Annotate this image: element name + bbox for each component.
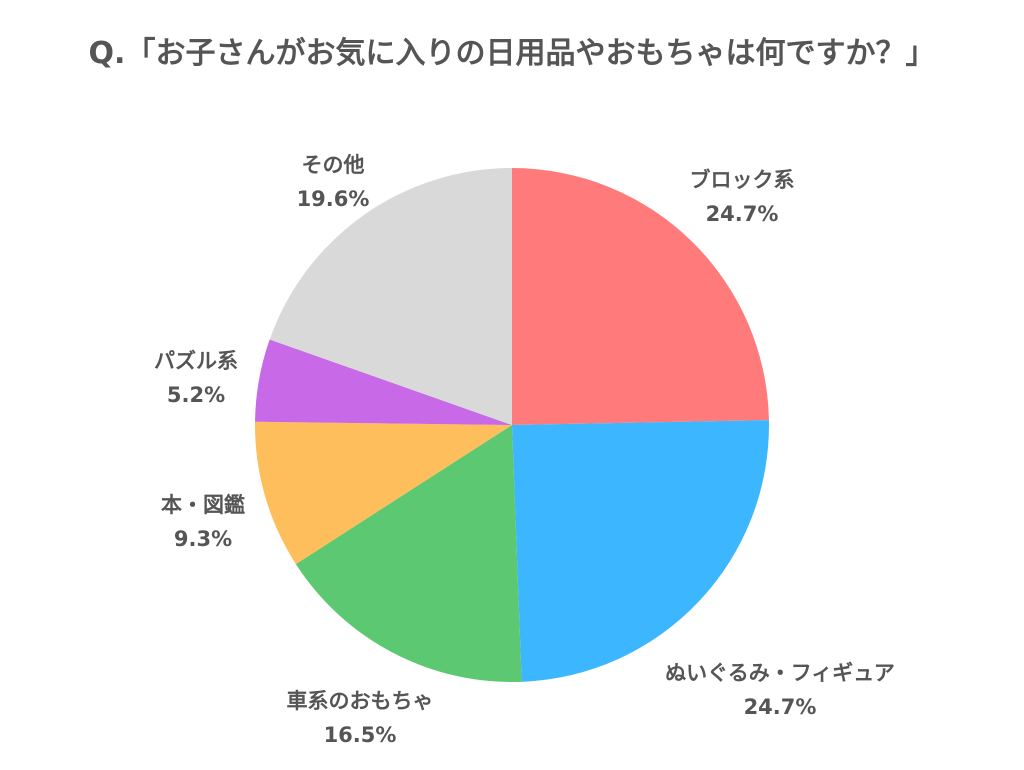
slice-percent: 24.7% <box>706 202 779 226</box>
pie-slice-6 <box>269 167 512 425</box>
slice-category: その他 <box>302 153 365 177</box>
pie-slice-3 <box>295 425 522 682</box>
slice-label-3: 車系のおもちゃ 16.5% <box>287 689 434 747</box>
pie-slices <box>255 167 769 682</box>
slice-percent: 9.3% <box>174 527 232 551</box>
slice-category: 本・図鑑 <box>161 493 245 517</box>
slice-label-2: ぬいぐるみ・フィギュア 24.7% <box>665 661 895 719</box>
pie-slice-1 <box>512 168 769 425</box>
slice-category: パズル系 <box>154 349 238 373</box>
pie-slice-2 <box>512 420 769 682</box>
pie-slice-5 <box>255 339 512 425</box>
slice-label-5: パズル系 5.2% <box>154 349 238 407</box>
slice-category: ブロック系 <box>690 168 795 192</box>
slice-label-1: ブロック系 24.7% <box>690 168 795 226</box>
chart-title: Q.「お子さんがお気に入りの日用品やおもちゃは何ですか？」 <box>88 36 936 71</box>
slice-label-4: 本・図鑑 9.3% <box>161 493 245 551</box>
slice-percent: 16.5% <box>324 723 397 747</box>
slice-percent: 24.7% <box>744 695 817 719</box>
pie-labels: ブロック系 24.7% ぬいぐるみ・フィギュア 24.7% 車系のおもちゃ 16.5% 本・… <box>154 153 895 747</box>
slice-category: ぬいぐるみ・フィギュア <box>665 661 895 685</box>
slice-percent: 19.6% <box>297 187 370 211</box>
pie-slice-4 <box>255 421 513 565</box>
slice-label-6: その他 19.6% <box>297 153 370 211</box>
slice-percent: 5.2% <box>167 383 225 407</box>
slice-category: 車系のおもちゃ <box>287 689 434 713</box>
